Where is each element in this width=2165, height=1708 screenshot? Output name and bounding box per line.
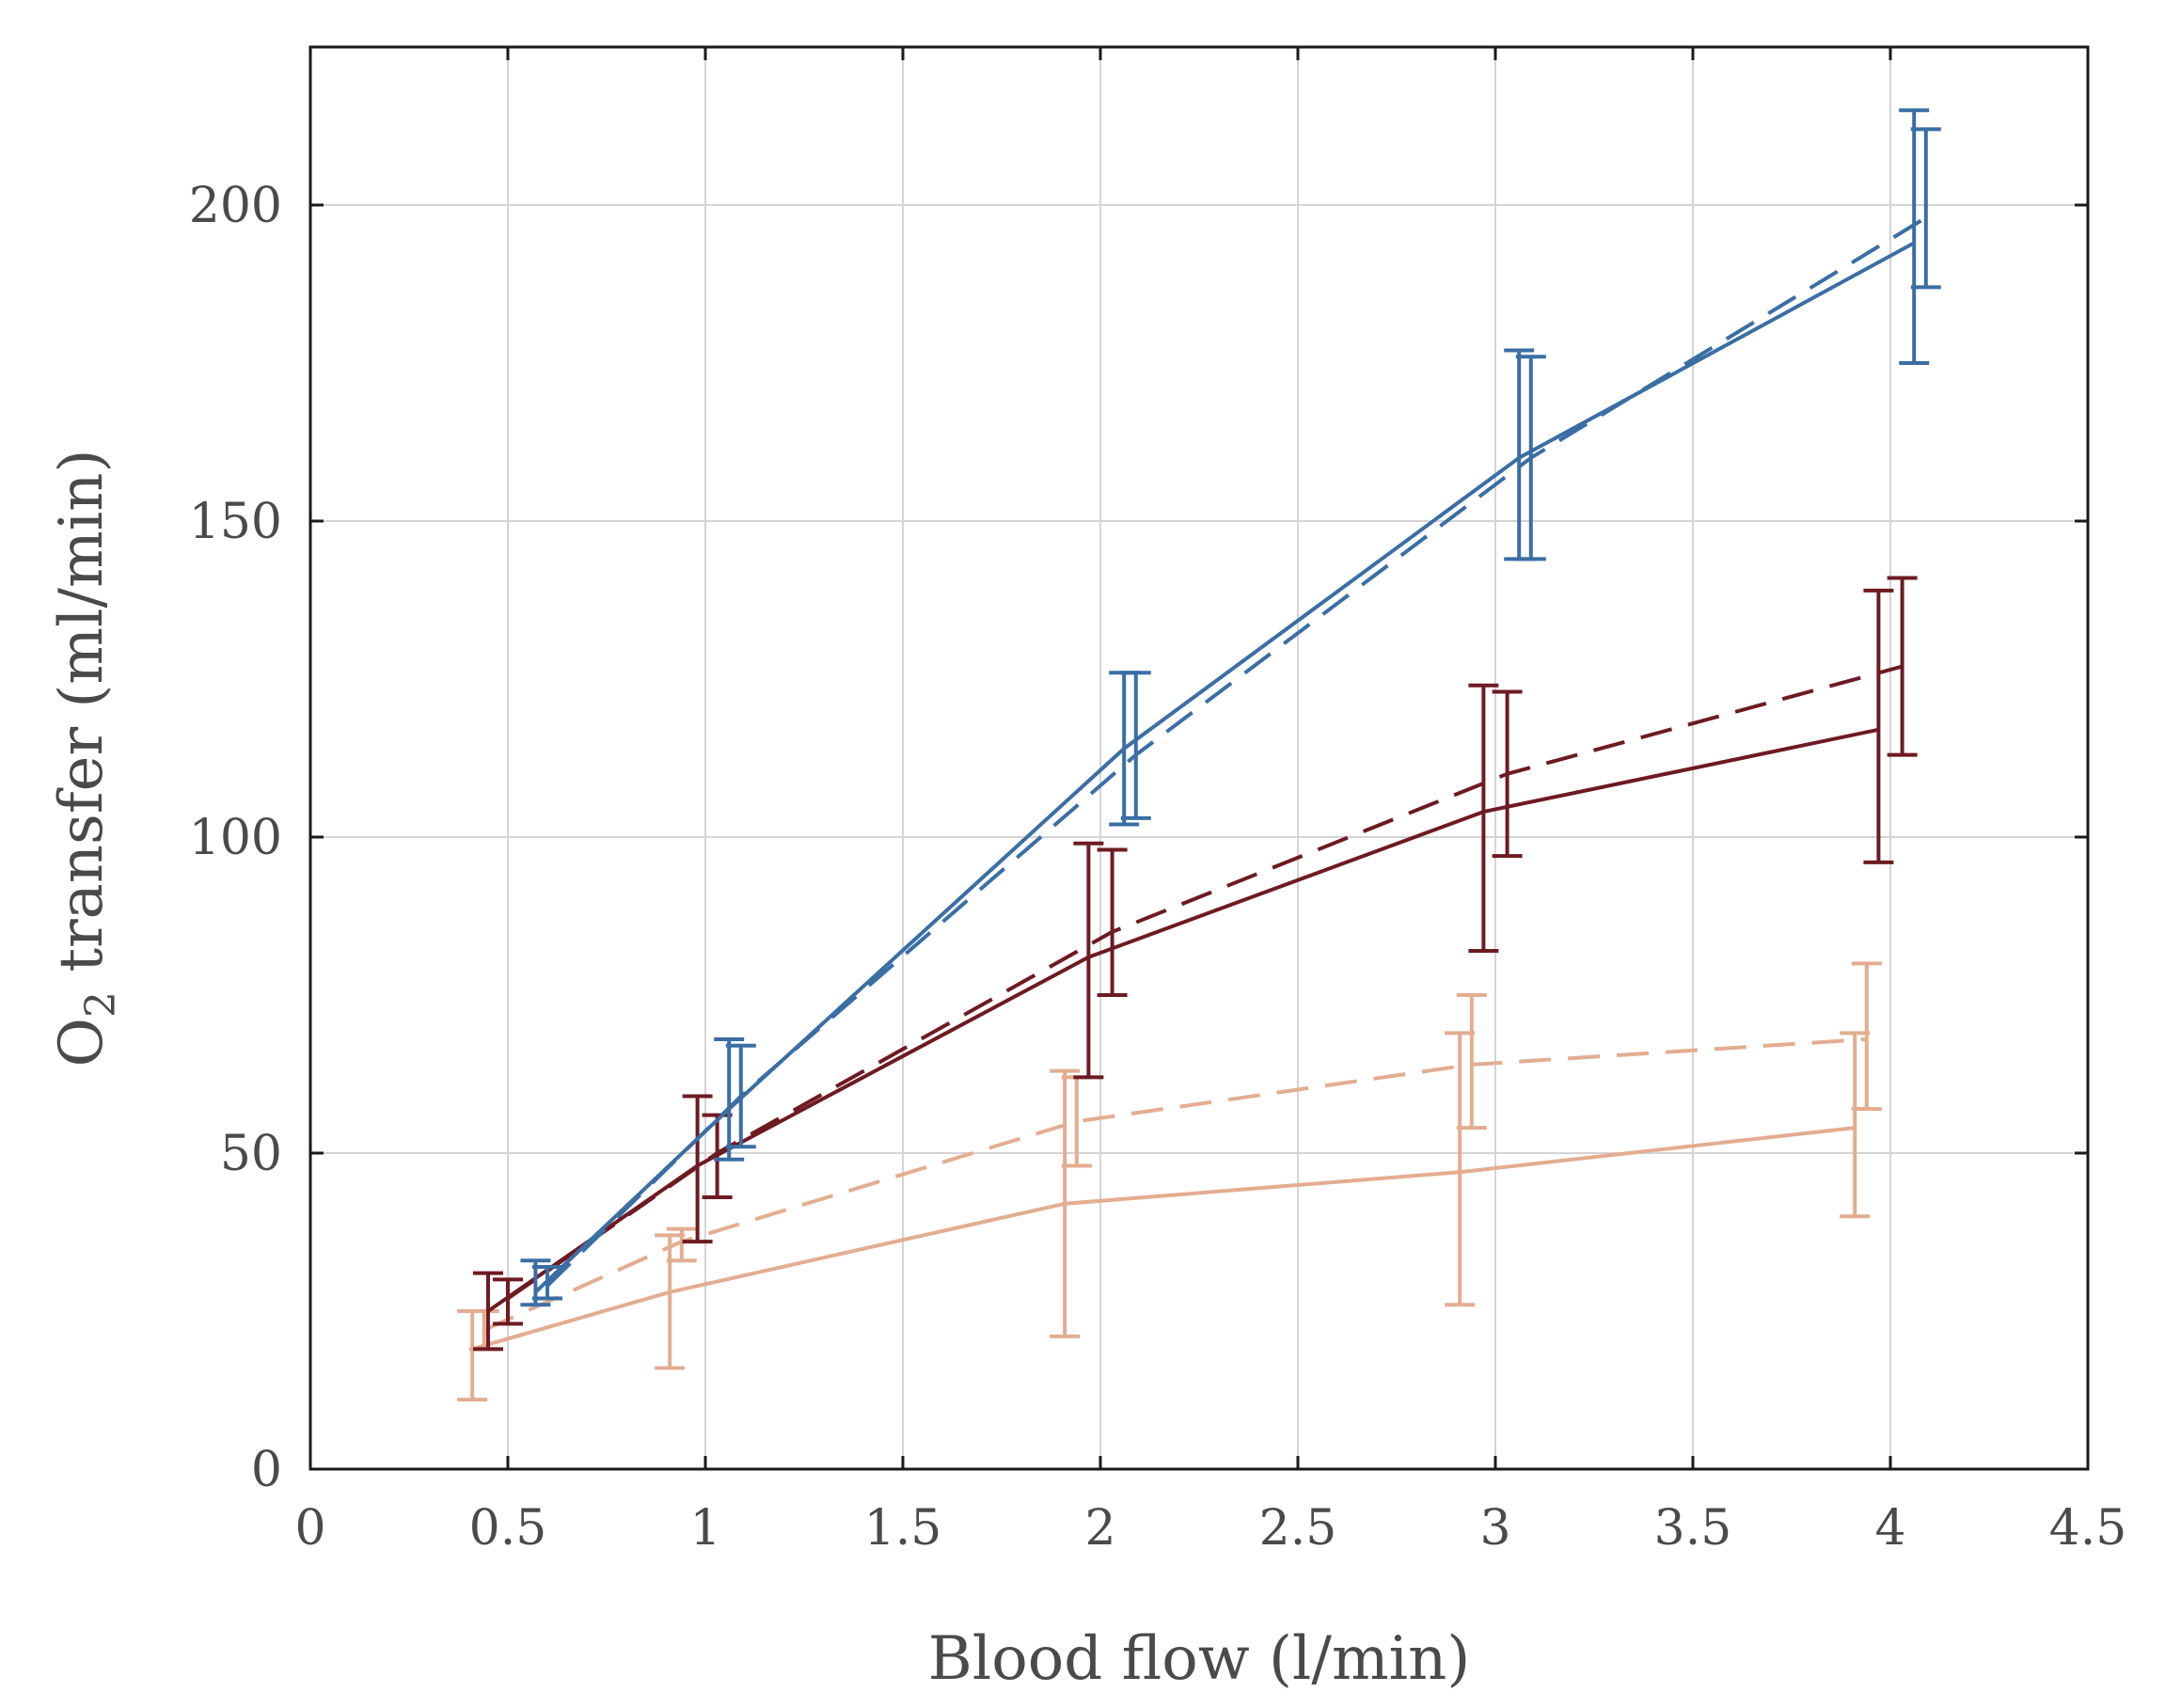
series-line-blue-dashed xyxy=(545,215,1927,1288)
y-axis-label-rest: transfer (ml/min) xyxy=(47,450,117,991)
x-tick-label: 2.5 xyxy=(1259,1500,1337,1557)
y-axis-label-subscript: 2 xyxy=(77,991,125,1018)
x-tick-label: 0.5 xyxy=(469,1500,547,1557)
y-tick-label: 150 xyxy=(189,494,282,550)
y-tick-label: 200 xyxy=(189,178,282,234)
x-tick-label: 1.5 xyxy=(864,1500,942,1557)
x-tick-label: 3.5 xyxy=(1654,1500,1732,1557)
plot-area xyxy=(457,108,1941,1402)
series-darkred-solid xyxy=(473,588,1894,1352)
series-blue-dashed xyxy=(532,127,1941,1301)
x-tick-label: 3 xyxy=(1479,1500,1510,1557)
gridlines xyxy=(310,47,2088,1469)
x-tick-label: 4 xyxy=(1874,1500,1905,1557)
x-tick-label: 1 xyxy=(689,1500,720,1557)
y-axis-label-o: O xyxy=(47,1018,117,1067)
series-darkred-dashed xyxy=(493,576,1918,1326)
y-tick-label: 100 xyxy=(189,810,282,866)
y-tick-label: 0 xyxy=(251,1442,282,1498)
x-tick-label: 4.5 xyxy=(2049,1500,2127,1557)
series-blue-solid xyxy=(520,108,1930,1307)
series-peach-solid xyxy=(457,1031,1871,1402)
y-tick-label: 50 xyxy=(220,1126,282,1182)
x-tick-label: 2 xyxy=(1084,1500,1115,1557)
x-tick-label: 0 xyxy=(294,1500,325,1557)
plot-frame xyxy=(308,45,2090,1471)
series-line-peach-solid xyxy=(471,1126,1856,1352)
x-axis-label: Blood flow (l/min) xyxy=(928,1624,1471,1694)
axis-ticks: 0 0.5 1 1.5 2 2.5 3 3.5 4 4.5 0 50 100 150 200 xyxy=(189,47,2127,1557)
y-axis-label: O2 transfer (ml/min) xyxy=(47,450,125,1068)
